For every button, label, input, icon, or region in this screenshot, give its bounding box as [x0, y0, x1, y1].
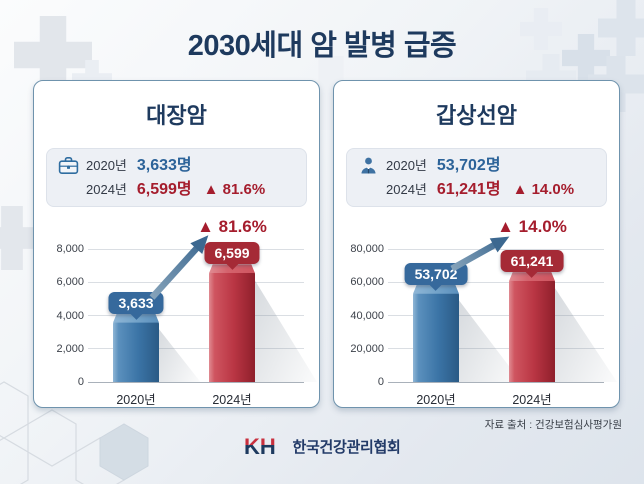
bar-shadow	[253, 277, 317, 382]
panel-thyroid-cancer: 갑상선암 2020년 53,702명 2024년 61,241명	[333, 80, 620, 408]
page-title: 2030세대 암 발병 급증	[187, 30, 457, 62]
y-axis-tick: 6,000	[56, 276, 84, 289]
y-axis-tick: 0	[377, 376, 384, 388]
stat-row-2024: 2024년 6,599명 ▲ 81.6%	[58, 179, 295, 200]
hexagon-mesh-decor	[0, 381, 149, 484]
increase-annotation: ▲ 81.6%	[197, 217, 267, 236]
increase-annotation: ▲ 14.0%	[497, 217, 567, 236]
y-axis-tick: 40,000	[350, 309, 384, 322]
stat-year-label: 2020년	[86, 158, 127, 173]
y-axis-tick: 2,000	[56, 342, 84, 355]
stat-row-2024: 2024년 61,241명 ▲ 14.0%	[358, 179, 595, 200]
gridline	[88, 381, 304, 383]
value-badge: 61,241	[500, 250, 564, 279]
x-axis-label: 2024년	[512, 393, 552, 407]
gridline	[388, 315, 604, 316]
bar-chart-thyroid: 0 20,000 40,000 60,000 80,000 53,702 2020년 61,2…	[346, 213, 617, 411]
bar-2024년	[209, 264, 255, 382]
gridline	[88, 315, 304, 316]
svg-text:KH: KH	[244, 434, 276, 458]
org-logo-row: KH 한국건강관리협회	[0, 434, 644, 458]
bar-shadow	[553, 285, 617, 382]
stat-change-percent: ▲ 81.6%	[203, 181, 266, 198]
stat-value-2024: 6,599명	[136, 181, 192, 198]
stat-value-2020: 3,633명	[136, 157, 192, 174]
stat-row-2020: 2020년 53,702명	[358, 155, 595, 176]
x-axis-label: 2020년	[116, 393, 156, 407]
first-aid-kit-icon	[58, 157, 79, 174]
stat-change-percent: ▲ 14.0%	[512, 181, 575, 198]
y-axis-tick: 20,000	[350, 342, 384, 355]
icon-spacer	[58, 180, 79, 199]
bar-2020년	[113, 313, 159, 382]
gridline	[88, 248, 304, 250]
y-axis-tick: 0	[77, 376, 84, 388]
gridline	[88, 281, 304, 283]
stat-year-label: 2020년	[386, 158, 427, 173]
value-badge: 6,599	[204, 242, 260, 271]
bar-chart-colorectal: 0 2,000 4,000 6,000 8,000 3,633 2020년 6,599 2024…	[46, 213, 317, 411]
stat-year-label: 2024년	[86, 182, 127, 197]
y-axis-tick: 8,000	[56, 243, 84, 255]
org-name: 한국건강관리협회	[292, 438, 401, 456]
doctor-icon	[361, 157, 376, 174]
stat-value-2024: 61,241명	[436, 181, 501, 198]
y-axis-tick: 4,000	[56, 309, 84, 322]
source-note: 자료 출처 : 건강보험심사평가원	[484, 419, 622, 431]
x-axis-label: 2024년	[212, 393, 252, 407]
panel-title-colorectal: 대장암	[146, 103, 207, 128]
stat-year-label: 2024년	[386, 182, 427, 197]
kh-logo-icon: KH	[244, 434, 276, 458]
bar-2020년	[413, 284, 459, 382]
panel-colorectal-cancer: 대장암 2020년 3,633명 2024년 6,599	[33, 80, 320, 408]
panel-title-thyroid: 갑상선암	[436, 103, 517, 128]
bar-shadow	[157, 326, 201, 382]
gridline	[388, 281, 604, 283]
stat-box-thyroid: 2020년 53,702명 2024년 61,241명 ▲ 14.0%	[346, 148, 607, 207]
gridline	[388, 248, 604, 250]
panels-row: 대장암 2020년 3,633명 2024년 6,599	[33, 80, 644, 408]
gridline	[388, 381, 604, 383]
y-axis-tick: 80,000	[350, 243, 384, 255]
value-badge: 3,633	[108, 291, 164, 320]
bar-2024년	[509, 272, 555, 382]
gridline	[88, 348, 304, 350]
gridline	[388, 348, 604, 350]
icon-spacer	[358, 180, 379, 199]
y-axis-tick: 60,000	[350, 276, 384, 289]
stat-value-2020: 53,702명	[436, 157, 501, 174]
value-badge: 53,702	[404, 262, 468, 291]
stat-row-2020: 2020년 3,633명	[58, 155, 295, 176]
stat-box-colorectal: 2020년 3,633명 2024년 6,599명 ▲ 81.6%	[46, 148, 307, 207]
x-axis-label: 2020년	[416, 393, 456, 407]
